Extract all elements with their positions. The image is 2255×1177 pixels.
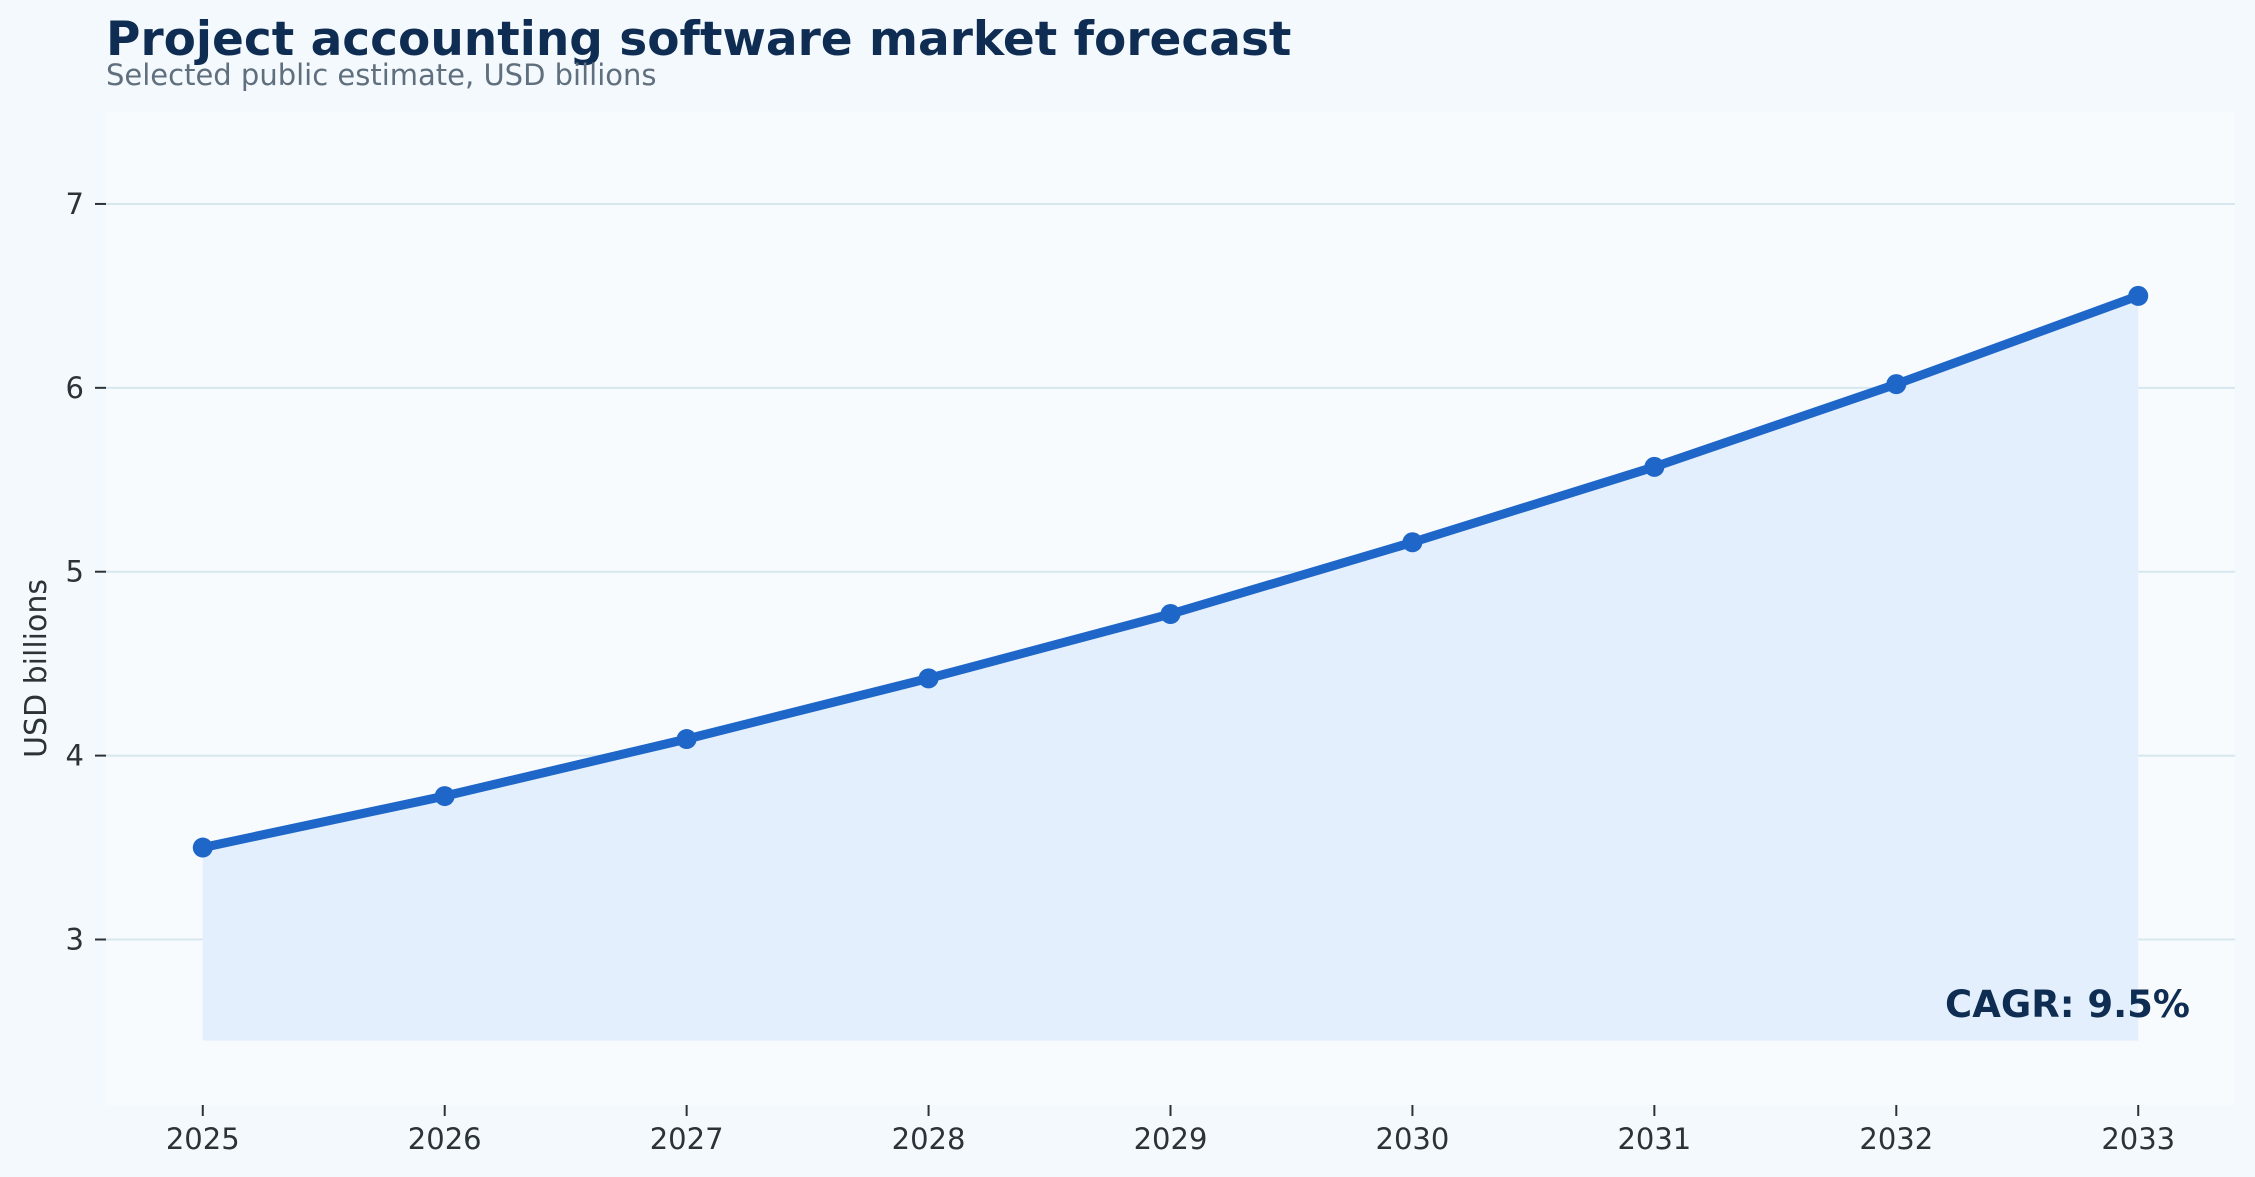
data-point-2029: [1160, 604, 1181, 625]
chart-subtitle: Selected public estimate, USD billions: [106, 58, 657, 92]
x-tick-label-2025: 2025: [166, 1122, 240, 1156]
data-point-2028: [918, 668, 939, 689]
data-point-2031: [1644, 456, 1665, 477]
x-tick-label-2030: 2030: [1376, 1122, 1450, 1156]
area-fill-layer: [202, 295, 2139, 1041]
data-point-2030: [1402, 532, 1423, 553]
y-tick-label-4: 4: [66, 739, 84, 773]
y-tick-label-5: 5: [66, 555, 84, 589]
x-tick-label-2032: 2032: [1859, 1122, 1933, 1156]
data-point-2025: [192, 837, 213, 858]
y-axis-ticks: 3 4 5 6 7: [66, 187, 106, 957]
y-tick-label-7: 7: [66, 187, 84, 221]
x-tick-label-2027: 2027: [650, 1122, 724, 1156]
x-tick-label-2029: 2029: [1134, 1122, 1208, 1156]
y-tick-label-3: 3: [66, 923, 84, 957]
chart-title: Project accounting software market forec…: [106, 12, 1292, 67]
data-point-2027: [676, 729, 697, 750]
series-area: [202, 295, 2139, 1041]
x-tick-label-2028: 2028: [892, 1122, 966, 1156]
x-tick-label-2031: 2031: [1617, 1122, 1691, 1156]
x-tick-label-2033: 2033: [2101, 1122, 2175, 1156]
x-axis-ticks: 2025 2026 2027 2028 2029 2030 2031 2032 2033: [166, 1105, 2175, 1156]
data-point-2033: [2128, 285, 2149, 306]
data-point-2026: [434, 786, 455, 807]
cagr-annotation: CAGR: 9.5%: [1945, 983, 2190, 1026]
data-points: [192, 285, 2149, 858]
y-axis-label: USD billions: [19, 579, 54, 758]
data-point-2032: [1886, 374, 1907, 395]
y-tick-label-6: 6: [66, 371, 84, 405]
x-tick-label-2026: 2026: [408, 1122, 482, 1156]
